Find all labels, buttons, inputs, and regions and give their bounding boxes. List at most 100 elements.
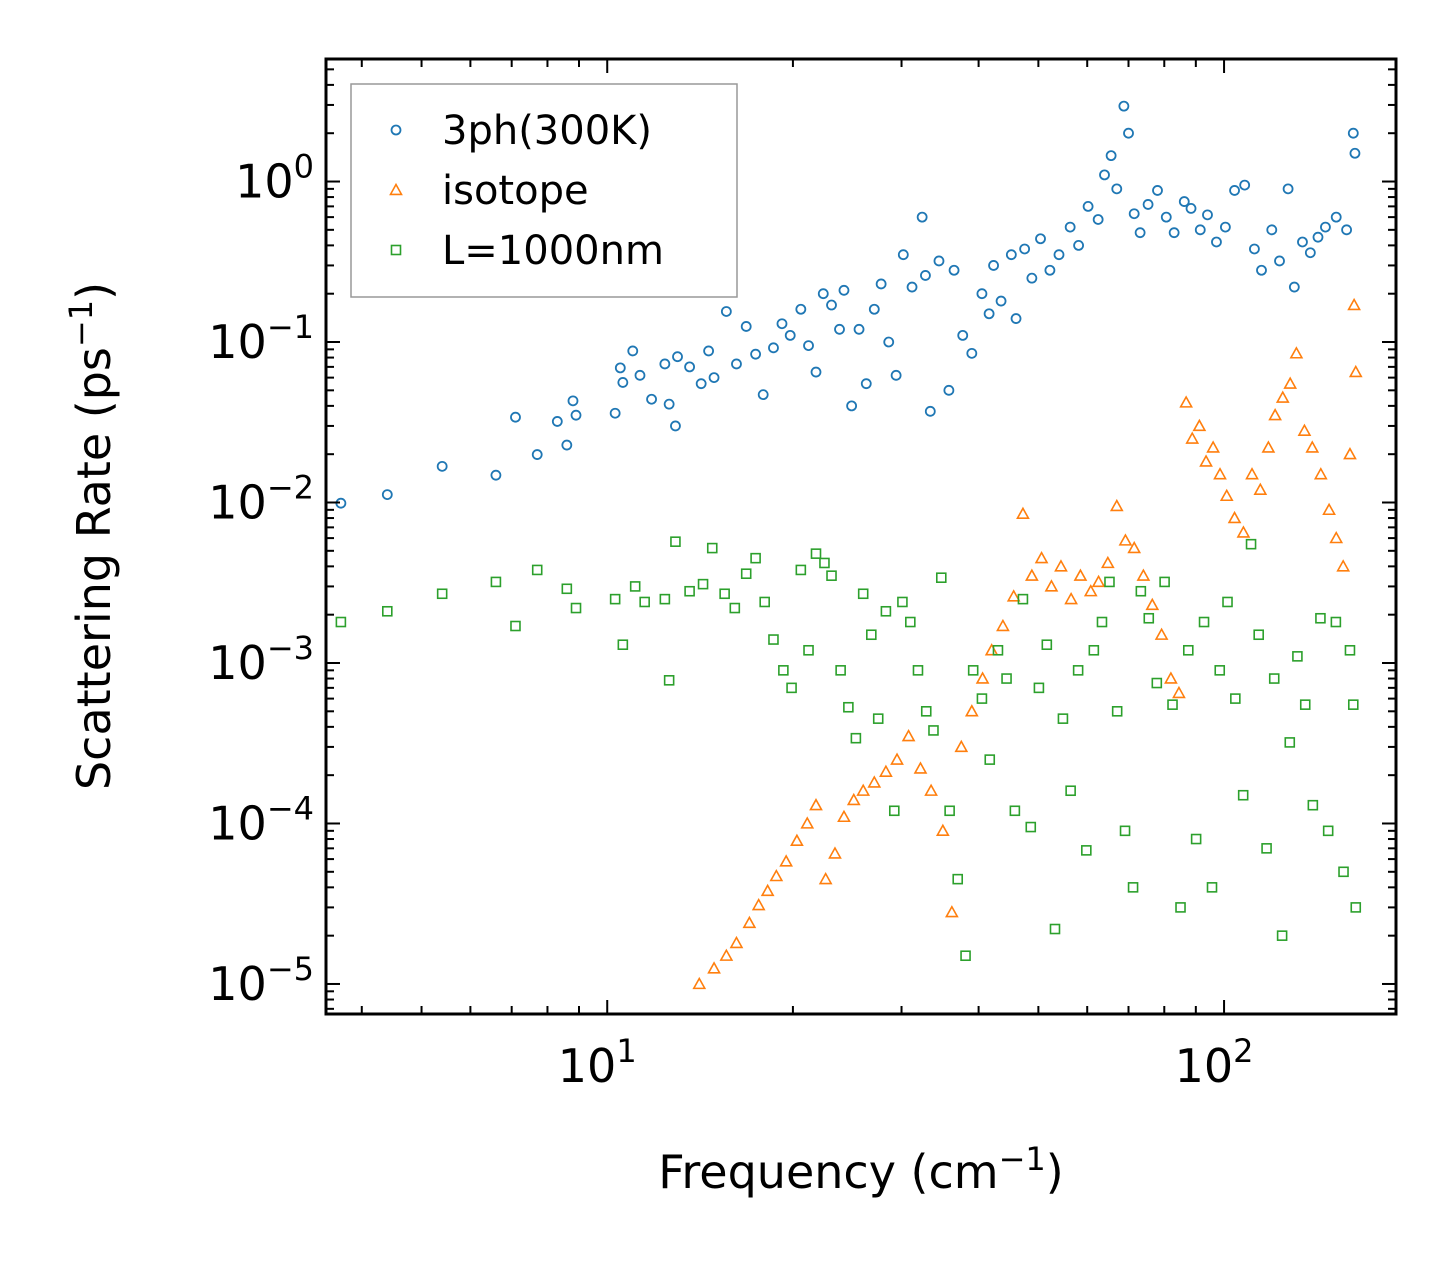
data-point <box>1299 699 1311 710</box>
legend-marker <box>390 244 402 256</box>
data-point <box>684 361 696 373</box>
data-point <box>750 348 762 360</box>
data-point <box>1202 209 1213 221</box>
data-point <box>750 552 761 564</box>
data-point <box>1175 902 1186 913</box>
data-point <box>1253 629 1264 641</box>
data-point <box>1151 677 1163 689</box>
data-point <box>1160 211 1172 223</box>
data-point <box>1229 185 1240 196</box>
data-point <box>1261 440 1276 453</box>
data-point <box>719 948 734 961</box>
data-point <box>1154 627 1169 640</box>
data-point <box>695 378 707 390</box>
data-point <box>1198 616 1210 628</box>
data-point <box>1276 930 1288 941</box>
data-point <box>1227 510 1242 524</box>
legend-entry: 3ph(300K) <box>390 108 652 154</box>
data-point <box>510 620 521 632</box>
data-point <box>629 581 641 592</box>
data-point <box>1017 593 1029 605</box>
data-point <box>1081 845 1092 856</box>
data-point <box>976 288 988 300</box>
data-point <box>880 605 892 617</box>
data-point <box>872 713 884 724</box>
data-point <box>838 284 850 296</box>
y-axis-label: Scattering Rate (ps−1) <box>62 282 121 790</box>
data-point <box>1073 568 1088 581</box>
data-point <box>1245 538 1257 550</box>
data-point <box>561 439 573 451</box>
data-point <box>1135 585 1147 597</box>
data-point <box>916 211 928 223</box>
data-point <box>531 449 543 460</box>
y-tick-label: 100 <box>235 148 314 209</box>
x-tick-label: 101 <box>558 1032 637 1093</box>
data-point <box>1249 243 1260 255</box>
data-point <box>335 616 347 628</box>
data-point <box>834 323 845 335</box>
data-point <box>1230 693 1241 704</box>
data-point <box>1127 882 1139 893</box>
data-point <box>984 643 999 656</box>
data-point <box>382 605 393 617</box>
y-tick-label: 10−1 <box>208 308 314 369</box>
data-point <box>1214 665 1226 676</box>
data-point <box>828 846 842 859</box>
series-1 <box>692 297 1363 990</box>
data-point <box>1105 150 1117 162</box>
data-point <box>912 665 924 676</box>
data-point <box>809 798 823 811</box>
data-point <box>890 369 902 381</box>
data-point <box>1057 713 1069 724</box>
data-point <box>1261 843 1272 854</box>
data-point <box>697 578 709 590</box>
data-point <box>906 281 918 293</box>
data-point <box>1001 673 1012 684</box>
data-point <box>1219 488 1234 502</box>
data-point <box>948 264 960 276</box>
data-point <box>1239 179 1251 191</box>
series-0 <box>335 100 1361 509</box>
data-point <box>490 576 502 588</box>
data-point <box>1164 671 1178 684</box>
data-point <box>617 377 629 388</box>
y-tick-label: 10−4 <box>208 789 314 850</box>
data-point <box>843 701 854 713</box>
data-point <box>1320 221 1331 233</box>
data-point <box>684 585 695 597</box>
data-point <box>1245 467 1259 480</box>
data-point <box>551 416 563 427</box>
data-point <box>719 588 730 600</box>
data-point <box>786 682 797 694</box>
legend-box <box>350 83 738 298</box>
data-point <box>1006 589 1021 602</box>
legend-entry: L=1000nm <box>390 228 664 274</box>
data-point <box>1315 612 1326 624</box>
data-point <box>857 588 869 600</box>
data-point <box>1206 882 1218 893</box>
data-point <box>957 329 969 341</box>
data-point <box>996 618 1010 632</box>
y-tick-label: 10−3 <box>208 629 314 690</box>
data-point <box>866 629 877 641</box>
data-point <box>1222 596 1233 608</box>
data-point <box>1005 249 1017 261</box>
data-point <box>1118 100 1130 112</box>
data-point <box>1347 127 1359 139</box>
data-point <box>1274 255 1285 267</box>
data-point <box>1025 568 1039 581</box>
data-point <box>1336 559 1351 572</box>
data-point <box>1034 551 1049 564</box>
data-point <box>1338 866 1349 878</box>
data-point <box>1349 147 1361 159</box>
data-point <box>1049 923 1061 935</box>
data-point <box>817 288 829 300</box>
data-point <box>436 588 448 600</box>
data-point <box>1136 568 1151 581</box>
data-point <box>992 644 1004 656</box>
data-point <box>867 775 882 788</box>
data-point <box>1330 211 1342 223</box>
data-point <box>570 602 582 614</box>
